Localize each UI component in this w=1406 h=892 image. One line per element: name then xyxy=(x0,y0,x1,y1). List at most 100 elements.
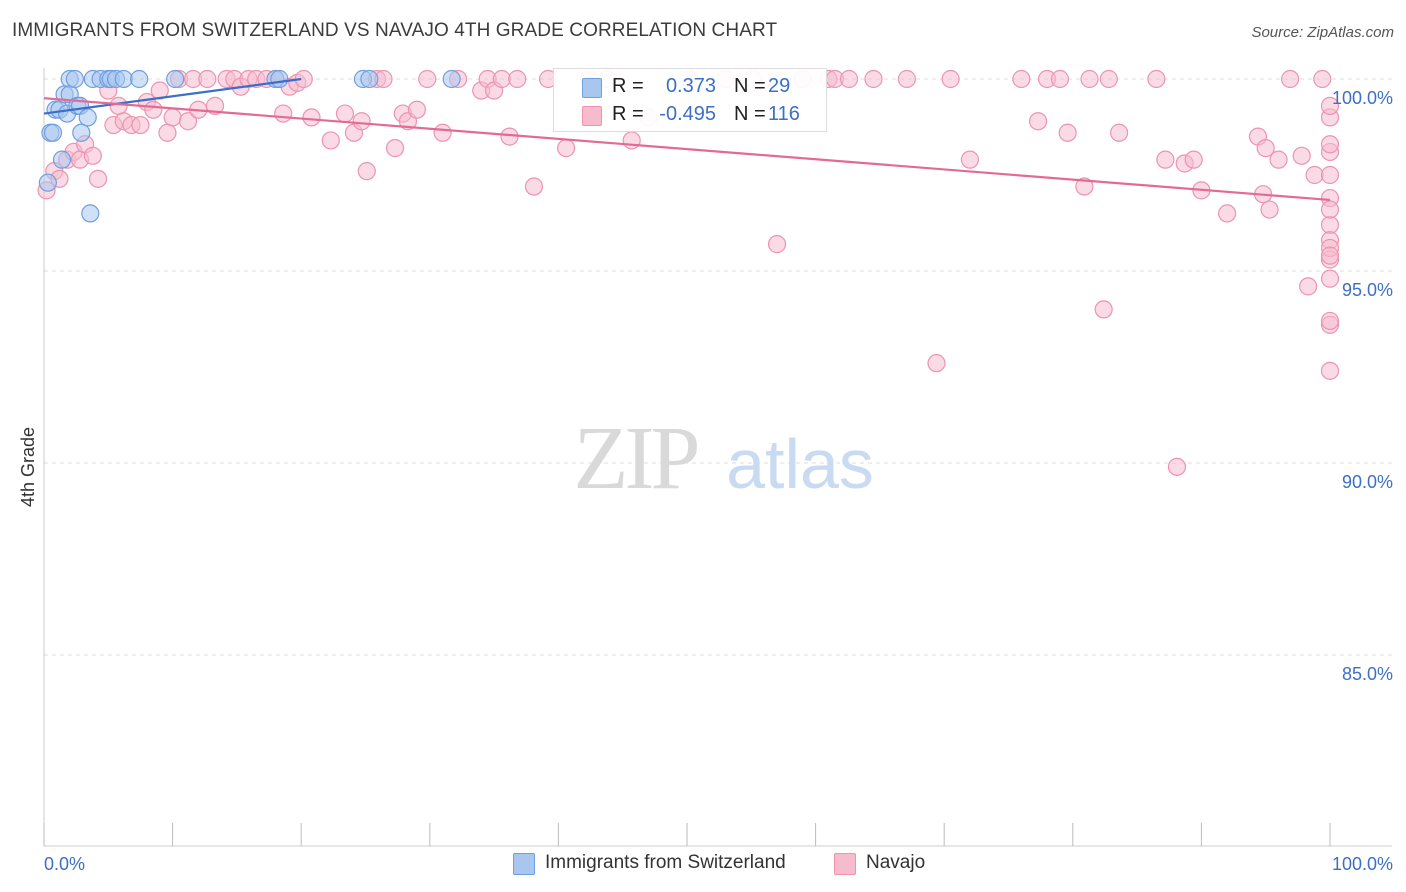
data-points xyxy=(37,69,1340,476)
trend-lines xyxy=(43,77,1331,202)
point-navajo xyxy=(1320,165,1340,185)
point-navajo xyxy=(767,235,787,254)
point-navajo xyxy=(1075,177,1094,196)
point-navajo xyxy=(1012,69,1031,89)
legend-swatch-switzerland xyxy=(582,78,602,98)
legend-n-value: 116 xyxy=(768,103,800,125)
point-navajo xyxy=(198,69,217,89)
point-navajo xyxy=(1218,204,1237,223)
point-navajo xyxy=(1320,200,1340,219)
legend-r-label: R = xyxy=(612,75,644,97)
point-switzerland xyxy=(65,69,84,89)
point-navajo xyxy=(1320,215,1340,235)
legend-swatch-navajo xyxy=(582,106,602,126)
point-navajo xyxy=(1080,69,1099,89)
point-navajo xyxy=(508,69,527,89)
point-navajo xyxy=(524,177,544,196)
point-navajo xyxy=(88,169,108,188)
trend-line-navajo xyxy=(43,97,1331,202)
point-navajo xyxy=(144,100,163,119)
point-navajo xyxy=(960,150,980,169)
series-swatch-switzerland xyxy=(513,853,535,875)
point-navajo xyxy=(1147,69,1166,89)
point-switzerland xyxy=(166,69,185,89)
point-navajo xyxy=(492,69,511,89)
watermark-zip: ZIP xyxy=(574,409,698,508)
point-switzerland xyxy=(38,173,57,192)
legend-row-navajo: R = -0.495 N = 116 xyxy=(554,99,826,129)
point-navajo xyxy=(1260,200,1279,219)
point-navajo xyxy=(1281,69,1300,89)
point-switzerland xyxy=(52,150,72,169)
point-navajo xyxy=(839,69,859,89)
point-navajo xyxy=(352,112,371,131)
series-label-switzerland: Immigrants from Switzerland xyxy=(545,852,786,873)
point-navajo xyxy=(1313,69,1332,89)
legend-row-switzerland: R = 0.373 N = 29 xyxy=(554,71,826,101)
point-switzerland xyxy=(270,69,289,89)
point-switzerland xyxy=(43,123,63,142)
point-navajo xyxy=(1320,269,1340,288)
point-navajo xyxy=(622,131,641,150)
point-navajo xyxy=(1028,112,1048,131)
point-navajo xyxy=(163,108,182,127)
y-tick-label: 100.0% xyxy=(1332,88,1393,108)
point-navajo xyxy=(1058,123,1077,142)
point-switzerland xyxy=(360,69,379,89)
point-switzerland xyxy=(442,69,461,89)
point-navajo xyxy=(131,115,150,135)
point-navajo xyxy=(1156,150,1175,169)
point-navajo xyxy=(302,108,321,127)
point-navajo xyxy=(418,69,437,89)
point-navajo xyxy=(274,104,293,123)
y-tick-label: 95.0% xyxy=(1342,280,1393,300)
point-switzerland xyxy=(81,204,100,223)
point-navajo xyxy=(864,69,883,89)
point-navajo xyxy=(1269,150,1288,169)
point-navajo xyxy=(1320,96,1340,115)
point-navajo xyxy=(205,96,225,115)
point-navajo xyxy=(897,69,917,89)
series-swatch-navajo xyxy=(834,853,856,875)
tick-labels: 100.0% 95.0% 90.0% 85.0% 0.0% 100.0% xyxy=(44,88,1393,874)
axes xyxy=(43,68,1392,847)
point-navajo xyxy=(178,112,198,131)
point-navajo xyxy=(1320,246,1340,265)
point-navajo xyxy=(1320,135,1340,154)
point-navajo xyxy=(557,139,576,158)
point-navajo xyxy=(1050,69,1070,89)
point-navajo xyxy=(941,69,960,89)
series-legend: Immigrants from Switzerland Navajo xyxy=(0,852,1406,878)
point-navajo xyxy=(1320,361,1340,380)
y-tick-label: 90.0% xyxy=(1342,472,1393,492)
source-label: Source: ZipAtlas.com xyxy=(1251,24,1394,41)
point-navajo xyxy=(321,131,340,150)
legend-n-label: N = xyxy=(734,103,766,125)
x-tick-label-max: 100.0% xyxy=(1332,854,1393,874)
point-navajo xyxy=(1184,150,1203,169)
legend-n-value: 29 xyxy=(768,75,791,97)
point-navajo xyxy=(1292,146,1311,165)
watermark-atlas: atlas xyxy=(726,425,874,503)
series-label-navajo: Navajo xyxy=(866,852,926,873)
point-switzerland xyxy=(78,108,97,127)
point-switzerland xyxy=(114,69,133,89)
point-navajo xyxy=(1099,69,1118,89)
point-switzerland xyxy=(72,123,91,142)
chart-title: IMMIGRANTS FROM SWITZERLAND VS NAVAJO 4T… xyxy=(12,20,778,41)
point-navajo xyxy=(83,146,102,165)
legend-r-label: R = xyxy=(612,103,644,125)
point-navajo xyxy=(1305,165,1324,185)
y-tick-label: 85.0% xyxy=(1342,664,1393,684)
y-axis-label: 4th Grade xyxy=(18,427,38,507)
point-navajo xyxy=(1167,457,1187,476)
point-navajo xyxy=(385,139,405,158)
legend-r-value: 0.373 xyxy=(665,75,716,97)
correlation-legend: R = 0.373 N = 29 R = -0.495 N = 116 xyxy=(553,68,827,132)
point-navajo xyxy=(357,162,376,181)
point-navajo xyxy=(1094,300,1113,319)
point-navajo xyxy=(1256,139,1275,158)
point-navajo xyxy=(1109,123,1129,142)
point-switzerland xyxy=(130,69,149,89)
